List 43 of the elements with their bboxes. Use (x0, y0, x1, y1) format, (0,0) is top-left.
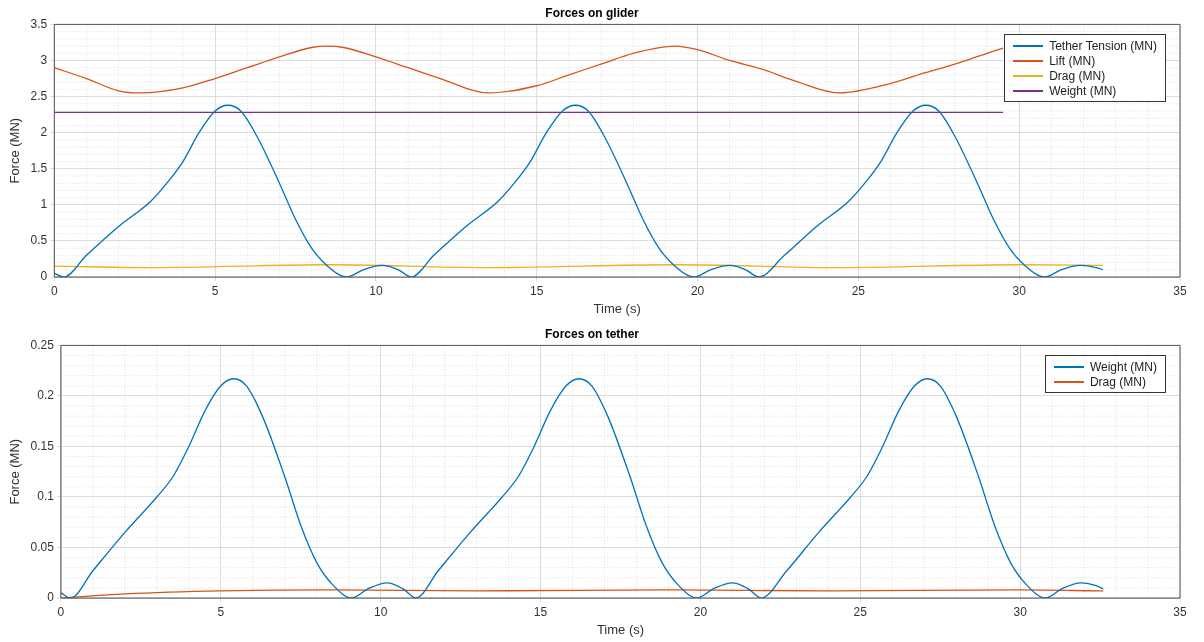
x-tick-label: 25 (853, 604, 868, 619)
chart-title: Forces on tether (544, 326, 640, 341)
legend-label: Drag (MN) (1089, 374, 1146, 389)
x-tick-label: 30 (1012, 283, 1027, 298)
x-tick-label: 35 (1173, 604, 1187, 619)
x-tick-label: 25 (851, 283, 866, 298)
y-tick-label: 1.5 (30, 161, 48, 176)
x-tick-label: 0 (57, 604, 65, 619)
x-tick-label: 15 (530, 283, 544, 298)
x-tick-label: 10 (374, 604, 388, 619)
x-tick-label: 5 (217, 604, 225, 619)
x-tick-label: 20 (690, 283, 705, 298)
x-tick-label: 30 (1013, 604, 1028, 619)
x-axis-title: Time (s) (596, 621, 645, 637)
legend-label: Tether Tension (MN) (1049, 38, 1157, 53)
y-axis-title: Force (MN) (7, 438, 23, 505)
y-tick-label: 3.5 (30, 16, 48, 31)
y-tick-label: 0 (40, 269, 48, 284)
y-axis-title: Force (MN) (7, 117, 23, 184)
x-tick-label: 20 (693, 604, 708, 619)
chart-title: Forces on glider (545, 5, 639, 20)
legend-label: Lift (MN) (1049, 53, 1096, 68)
x-axis-title: Time (s) (593, 300, 641, 316)
line-series (54, 45, 1004, 94)
x-tick-label: 5 (211, 283, 219, 298)
y-tick-label: 0 (47, 590, 55, 605)
y-tick-label: 1 (40, 197, 48, 212)
y-tick-label: 0.1 (37, 489, 55, 504)
y-tick-label: 2.5 (30, 88, 48, 103)
y-tick-label: 0.05 (30, 539, 55, 554)
x-tick-label: 15 (533, 604, 548, 619)
legend-label: Weight (MN) (1089, 359, 1157, 374)
legend-label: Drag (MN) (1049, 68, 1106, 83)
y-tick-label: 0.5 (30, 233, 48, 248)
y-tick-label: 0.25 (30, 337, 55, 352)
y-tick-label: 3 (40, 52, 48, 67)
x-tick-label: 35 (1173, 283, 1187, 298)
y-tick-label: 2 (40, 124, 48, 139)
y-tick-label: 0.2 (37, 388, 55, 403)
legend-label: Weight (MN) (1049, 83, 1117, 98)
line-series (54, 104, 1104, 277)
x-tick-label: 10 (369, 283, 383, 298)
y-tick-label: 0.15 (30, 438, 55, 453)
